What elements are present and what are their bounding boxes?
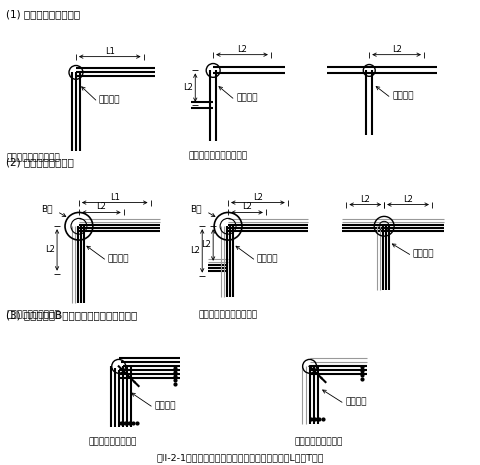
Text: 縦補強筋: 縦補強筋 (257, 254, 278, 263)
Text: (1) シングル配筋の場合: (1) シングル配筋の場合 (6, 9, 81, 19)
Text: B部: B部 (41, 204, 53, 213)
Text: 横筋ピッチが同じ場合: 横筋ピッチが同じ場合 (6, 310, 60, 319)
Text: L2: L2 (403, 194, 413, 204)
Text: (3) 壁交差部（B部）の縦補強筋配筋要領図: (3) 壁交差部（B部）の縦補強筋配筋要領図 (6, 310, 138, 320)
Text: 壁縦筋が外側の場合: 壁縦筋が外側の場合 (89, 437, 137, 446)
Text: 図II-2-1　壁端部と直交壁との接合部おさまり（L形・T形）: 図II-2-1 壁端部と直交壁との接合部おさまり（L形・T形） (156, 453, 324, 462)
Text: 壁縦筋が内側の場合: 壁縦筋が内側の場合 (295, 437, 343, 446)
Text: L2: L2 (253, 193, 263, 202)
Text: 縦補強筋: 縦補強筋 (346, 397, 367, 406)
Text: L2: L2 (45, 246, 55, 254)
Text: 横筋ピッチが異なる場合: 横筋ピッチが異なる場合 (188, 151, 247, 160)
Text: L2: L2 (183, 83, 193, 92)
Text: 縦補強筋: 縦補強筋 (155, 401, 176, 410)
Text: L2: L2 (242, 202, 252, 212)
Text: 横筋ピッチが異なる場合: 横筋ピッチが異なる場合 (198, 310, 257, 319)
Text: L2: L2 (201, 240, 211, 250)
Text: L2: L2 (360, 194, 370, 204)
Text: 縦補強筋: 縦補強筋 (413, 249, 434, 259)
Text: 縦補強筋: 縦補強筋 (108, 254, 129, 263)
Text: 縦補強筋: 縦補強筋 (99, 95, 120, 105)
Text: 縦補強筋: 縦補強筋 (236, 93, 258, 103)
Text: L1: L1 (105, 46, 115, 56)
Text: (2) ダブル配筋の場合: (2) ダブル配筋の場合 (6, 157, 74, 167)
Text: L2: L2 (96, 202, 106, 212)
Text: L2: L2 (392, 45, 402, 53)
Text: L2: L2 (191, 246, 200, 255)
Text: L1: L1 (110, 193, 120, 202)
Text: 横筋ピッチが同じ場合: 横筋ピッチが同じ場合 (6, 153, 60, 162)
Text: L2: L2 (237, 45, 247, 53)
Text: B部: B部 (190, 204, 202, 213)
Text: 縦補強筋: 縦補強筋 (392, 92, 414, 100)
